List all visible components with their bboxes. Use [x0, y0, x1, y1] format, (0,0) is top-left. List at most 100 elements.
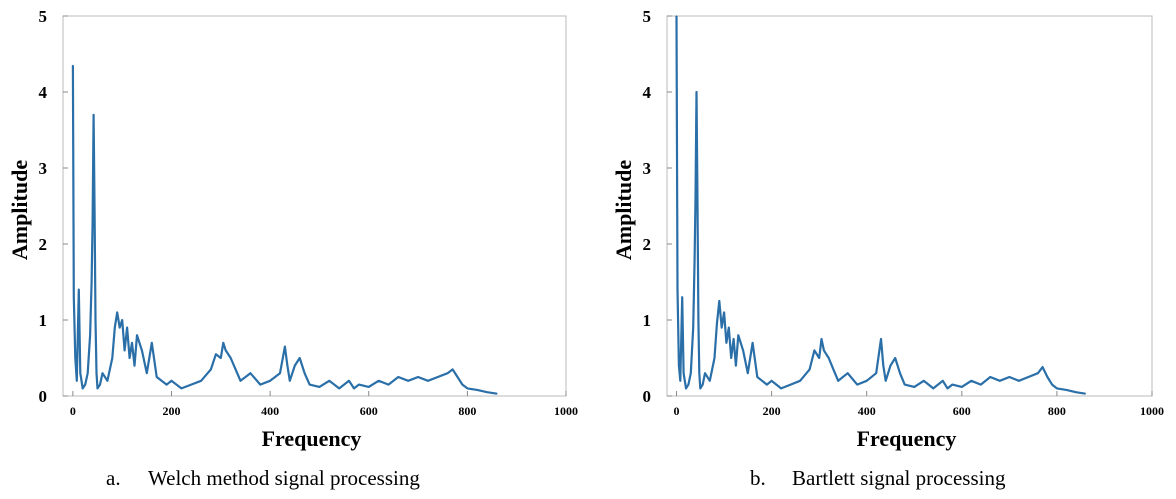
data-point: [685, 387, 687, 389]
data-point: [486, 391, 488, 393]
data-point: [91, 220, 94, 222]
data-point: [200, 380, 202, 382]
data-point: [279, 372, 281, 374]
data-point: [696, 190, 699, 192]
data-point: [156, 376, 158, 378]
data-point: [690, 372, 692, 374]
data-point: [742, 349, 744, 351]
data-point: [999, 380, 1001, 382]
data-point: [697, 319, 699, 321]
data-point: [799, 380, 801, 382]
y-tick-label: 2: [643, 235, 652, 254]
plot-frame: [666, 15, 1153, 397]
x-tick-label: 600: [360, 404, 378, 418]
data-point: [106, 380, 108, 382]
data-point: [476, 389, 478, 391]
data-point: [76, 380, 78, 382]
data-point: [284, 346, 286, 348]
data-point: [1037, 372, 1039, 374]
data-point: [456, 376, 459, 378]
data-point: [338, 387, 340, 389]
data-point: [681, 296, 683, 298]
data-point: [832, 368, 835, 370]
data-point: [387, 384, 390, 386]
data-point: [676, 289, 679, 291]
data-point: [693, 258, 696, 260]
plot-frame: [62, 15, 567, 397]
data-point: [121, 319, 123, 321]
data-point: [79, 372, 81, 374]
data-point: [239, 380, 242, 382]
data-point: [128, 357, 131, 359]
data-point: [761, 380, 763, 382]
data-point: [820, 338, 823, 340]
data-point: [94, 319, 97, 321]
data-point: [721, 327, 723, 329]
data-point: [989, 376, 991, 378]
data-point: [675, 15, 678, 17]
x-tick-label: 800: [1048, 404, 1066, 418]
data-point: [318, 386, 321, 388]
data-point: [702, 384, 704, 386]
data-point: [725, 342, 728, 344]
data-point: [679, 380, 681, 382]
data-point: [151, 342, 153, 344]
data-point: [466, 387, 468, 389]
data-point: [683, 372, 685, 374]
data-point: [880, 338, 882, 340]
data-point: [899, 372, 901, 374]
data-point: [95, 372, 98, 374]
data-point: [136, 334, 138, 336]
data-point: [913, 386, 915, 388]
data-point: [1042, 366, 1044, 368]
data-point: [165, 384, 168, 386]
data-point: [735, 365, 737, 367]
spectrum-line: [675, 15, 1086, 395]
data-point: [220, 357, 222, 359]
data-point: [951, 384, 953, 386]
data-point: [294, 365, 296, 367]
welch-chart-panel: 0 1 2 3 4 5 0 200 400 600 800 1000 Frequency Amplitud…: [7, 7, 578, 491]
data-point: [114, 327, 116, 329]
bartlett-chart-panel: 0 1 2 3 4 5 0 200 400 600 800 1000 Frequency Amplitud…: [604, 0, 1176, 499]
data-point: [91, 281, 93, 283]
data-point: [244, 376, 247, 378]
data-point: [856, 384, 858, 386]
x-tick-label: 200: [763, 404, 781, 418]
data-point: [780, 387, 782, 389]
data-point: [378, 380, 380, 382]
data-point: [728, 327, 730, 329]
data-point: [882, 365, 884, 367]
data-point: [225, 349, 227, 351]
data-point: [328, 380, 330, 382]
spectrum-line: [71, 65, 498, 395]
data-point: [771, 380, 773, 382]
data-point: [1056, 387, 1058, 389]
y-axis-label: Amplitude: [611, 160, 636, 260]
data-point: [695, 91, 698, 93]
data-point: [713, 357, 716, 359]
data-point: [1084, 393, 1087, 395]
y-tick-label: 1: [643, 311, 652, 330]
data-point: [89, 334, 91, 336]
data-point: [678, 365, 680, 367]
data-point: [99, 384, 101, 386]
data-point: [82, 387, 84, 389]
data-point: [904, 384, 906, 386]
data-point: [942, 380, 944, 382]
data-point: [73, 296, 75, 298]
data-point: [101, 372, 104, 374]
welch-caption: a. Welch method signal processing: [106, 466, 420, 491]
data-point: [751, 342, 754, 344]
data-point: [923, 380, 925, 382]
data-point: [818, 357, 820, 359]
data-point: [234, 368, 237, 370]
data-point: [353, 387, 355, 389]
data-point: [809, 368, 811, 370]
data-point: [766, 384, 768, 386]
data-point: [348, 380, 350, 382]
data-point: [447, 372, 449, 374]
data-point: [286, 365, 288, 367]
data-point: [417, 376, 419, 378]
bartlett-caption-text: Bartlett signal processing: [792, 466, 1006, 490]
